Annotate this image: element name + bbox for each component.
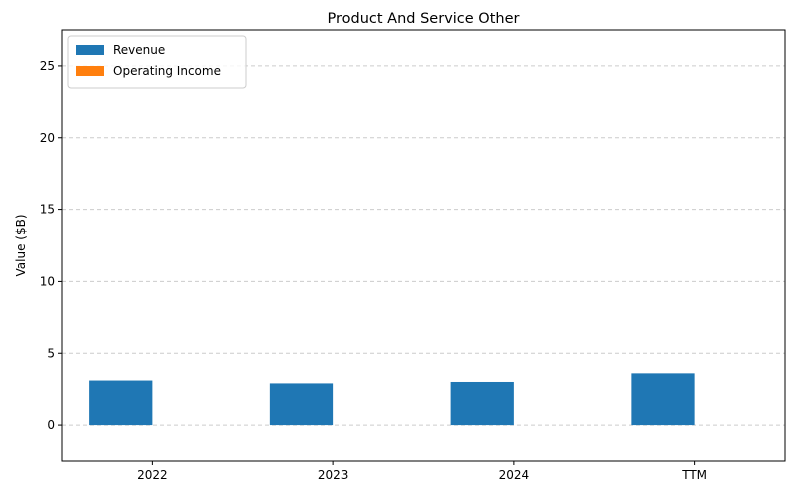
legend-label: Revenue bbox=[113, 43, 165, 57]
x-tick-label: 2024 bbox=[499, 468, 530, 482]
legend: Revenue Operating Income bbox=[67, 35, 247, 89]
legend-box bbox=[67, 35, 247, 89]
x-tick-label: TTM bbox=[681, 468, 707, 482]
bar-revenue-ttm bbox=[631, 373, 695, 426]
y-tick-label: 5 bbox=[47, 346, 55, 360]
y-axis: 0 5 10 15 20 25 bbox=[40, 59, 62, 432]
y-tick-label: 20 bbox=[40, 131, 55, 145]
bars bbox=[89, 373, 695, 426]
y-tick-label: 25 bbox=[40, 59, 55, 73]
y-axis-label: Value ($B) bbox=[14, 215, 28, 277]
bar-revenue-2024 bbox=[450, 381, 514, 426]
x-tick-label: 2023 bbox=[318, 468, 349, 482]
y-tick-label: 10 bbox=[40, 274, 55, 288]
x-axis: 2022 2023 2024 TTM bbox=[137, 461, 707, 482]
plot-frame bbox=[61, 29, 786, 462]
x-tick-label: 2022 bbox=[137, 468, 168, 482]
legend-swatch bbox=[76, 45, 104, 55]
legend-label: Operating Income bbox=[113, 64, 221, 78]
legend-swatch bbox=[76, 66, 104, 76]
y-tick-label: 15 bbox=[40, 203, 55, 217]
bar-revenue-2023 bbox=[269, 383, 334, 426]
chart-title: Product And Service Other bbox=[328, 11, 520, 27]
bar-revenue-2022 bbox=[89, 380, 153, 426]
y-tick-label: 0 bbox=[47, 418, 55, 432]
